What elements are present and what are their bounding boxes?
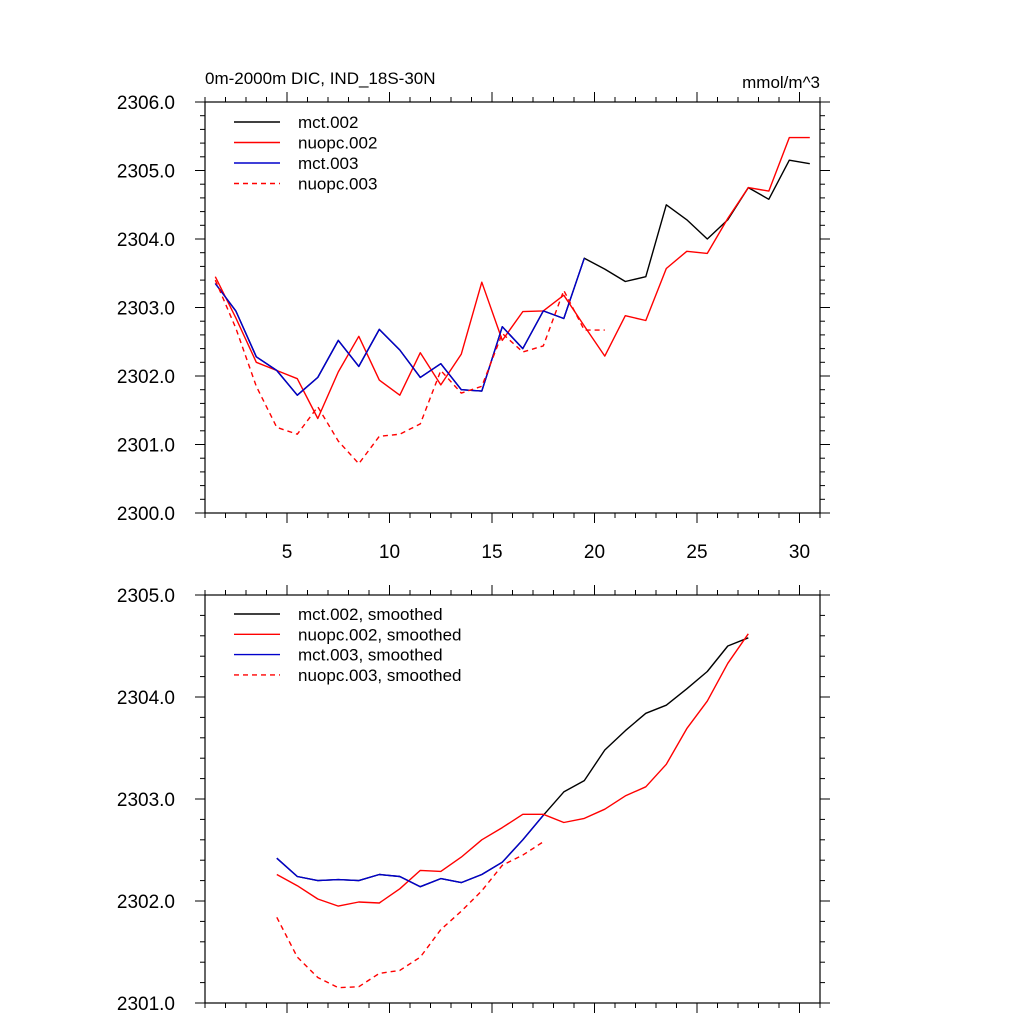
x-tick-label: 25 [686,542,707,563]
chart-title: 0m-2000m DIC, IND_18S-30N [205,69,436,88]
series-line-nuopc-003 [214,279,605,465]
y-tick-label: 2304.0 [117,230,175,251]
x-tick-label: 10 [379,542,400,563]
series-line-mct-002 [214,159,810,396]
legend-label-mct-002: mct.002 [298,113,358,132]
series-line-mct-003-smoothed [276,814,544,888]
y-tick-label: 2305.0 [117,586,175,607]
y-tick-label: 2303.0 [117,299,175,320]
legend-label-nuopc-002: nuopc.002 [298,134,377,153]
legend-label-nuopc-003: nuopc.003 [298,175,377,194]
series-line-mct-003 [214,257,585,396]
y-tick-label: 2302.0 [117,367,175,388]
series-line-nuopc-003-smoothed [276,841,544,989]
units-label: mmol/m^3 [742,73,820,92]
x-tick-label: 30 [789,542,810,563]
y-tick-label: 2305.0 [117,162,175,183]
bottom-chart: 2301.0 2302.0 2303.0 2304.0 2305.0 mct.002, s… [117,585,830,1015]
series-line-nuopc-002-smoothed [276,633,749,907]
legend-label-nuopc-002-smoothed: nuopc.002, smoothed [298,625,462,644]
top-chart: 5 10 15 20 25 30 2300.0 2301.0 2302.0 2303.0 2304.… [117,69,830,563]
y-tick-label: 2301.0 [117,436,175,457]
legend-label-nuopc-003-smoothed: nuopc.003, smoothed [298,666,462,685]
y-tick-label: 2303.0 [117,790,175,811]
x-tick-label: 15 [481,542,502,563]
x-tick-label: 5 [282,542,293,563]
y-tick-label: 2300.0 [117,504,175,525]
legend-label-mct-002-smoothed: mct.002, smoothed [298,605,443,624]
legend-label-mct-003-smoothed: mct.003, smoothed [298,646,443,665]
y-tick-label: 2302.0 [117,892,175,913]
x-tick-label: 20 [584,542,605,563]
y-tick-label: 2304.0 [117,688,175,709]
y-tick-label: 2301.0 [117,994,175,1015]
y-tick-label: 2306.0 [117,93,175,114]
legend-label-mct-003: mct.003 [298,154,358,173]
